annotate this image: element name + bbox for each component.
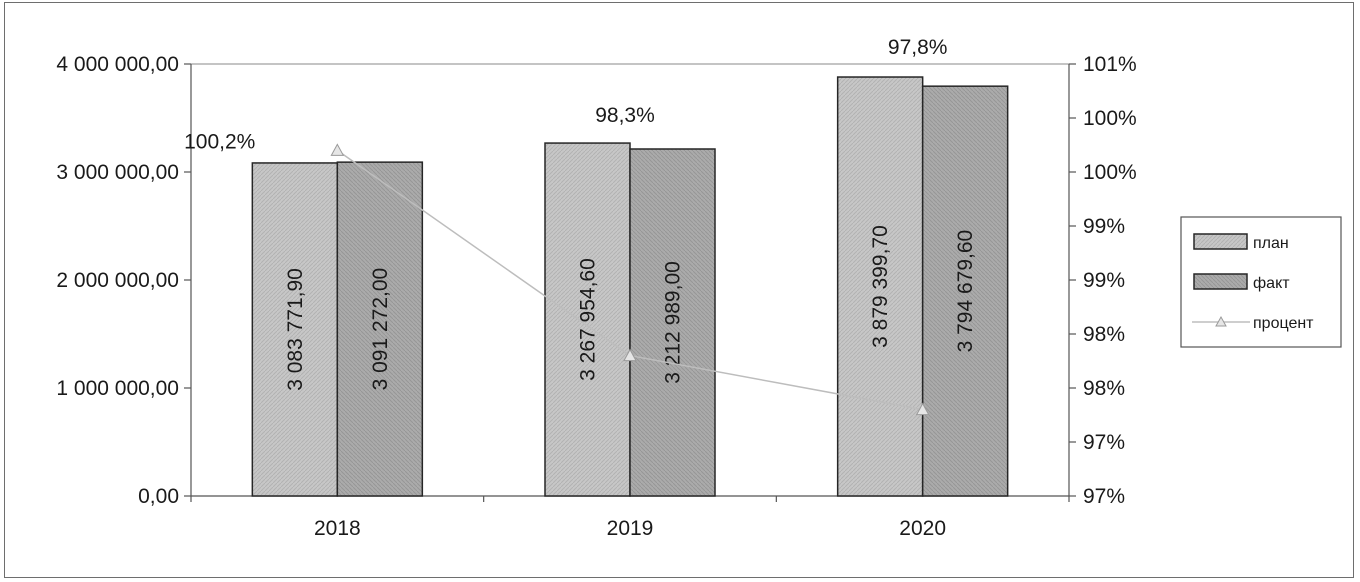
y-left-tick-label: 2 000 000,00 xyxy=(56,269,179,292)
y-right-tick-label: 98% xyxy=(1083,323,1125,346)
x-tick-label: 2020 xyxy=(899,517,946,540)
legend-marker-icon xyxy=(1215,315,1227,327)
percent-data-label: 97,8% xyxy=(888,36,948,59)
bar-план-2019 xyxy=(544,142,631,497)
y-right-tick-label: 100% xyxy=(1083,107,1137,130)
x-tick-label: 2019 xyxy=(607,517,654,540)
y-right-tick-label: 100% xyxy=(1083,161,1137,184)
percent-marker xyxy=(915,402,930,416)
x-tick-label: 2018 xyxy=(314,517,361,540)
legend-swatch-план xyxy=(1193,233,1248,250)
y-right-tick-label: 98% xyxy=(1083,377,1125,400)
percent-line-group: 100,2% 98,3% 97,8% xyxy=(184,36,948,416)
bar-value-label: 3 267 954,60 xyxy=(577,258,600,381)
legend-label: план xyxy=(1253,235,1289,252)
percent-marker xyxy=(330,143,345,156)
bar-план-2018 xyxy=(251,162,339,497)
percent-data-label: 100,2% xyxy=(184,130,255,153)
y-right-tick-label: 101% xyxy=(1083,53,1137,76)
y-right-tick-label: 97% xyxy=(1083,485,1125,508)
y-left-tick-label: 3 000 000,00 xyxy=(56,161,179,184)
axes-group: 0,00 1 000 000,00 2 000 000,00 3 000 000,00… xyxy=(56,53,1136,540)
y-left-tick-label: 4 000 000,00 xyxy=(56,53,179,76)
legend-label: факт xyxy=(1253,275,1290,292)
bar-value-label: 3 879 399,70 xyxy=(869,225,892,348)
bars-group xyxy=(251,76,1009,497)
chart-svg: 0,00 1 000 000,00 2 000 000,00 3 000 000,00… xyxy=(56,36,1342,540)
bar-value-label: 3 794 679,60 xyxy=(954,230,977,353)
legend-label: процент xyxy=(1253,315,1314,332)
bar-value-label: 3 083 771,90 xyxy=(284,268,307,391)
y-left-tick-label: 1 000 000,00 xyxy=(56,377,179,400)
legend: план факт процент xyxy=(1180,216,1342,348)
percent-data-label: 98,3% xyxy=(595,104,655,127)
bar-value-label: 3 212 989,00 xyxy=(662,261,685,384)
y-right-tick-label: 99% xyxy=(1083,269,1125,292)
y-right-tick-label: 99% xyxy=(1083,215,1125,238)
percent-marker xyxy=(623,348,637,362)
bar-labels-group: 3 083 771,90 3 267 954,60 3 879 399,70 3 09… xyxy=(284,225,977,391)
y-left-tick-label: 0,00 xyxy=(138,485,179,508)
chart-frame: 0,00 1 000 000,00 2 000 000,00 3 000 000,00… xyxy=(4,2,1354,578)
bar-факт-2019 xyxy=(629,148,716,497)
bar-факт-2018 xyxy=(336,161,424,497)
bar-факт-2020 xyxy=(921,85,1009,497)
bar-план-2020 xyxy=(836,76,924,497)
legend-swatch-факт xyxy=(1193,273,1248,290)
bar-value-label: 3 091 272,00 xyxy=(369,268,392,391)
y-right-tick-label: 97% xyxy=(1083,431,1125,454)
